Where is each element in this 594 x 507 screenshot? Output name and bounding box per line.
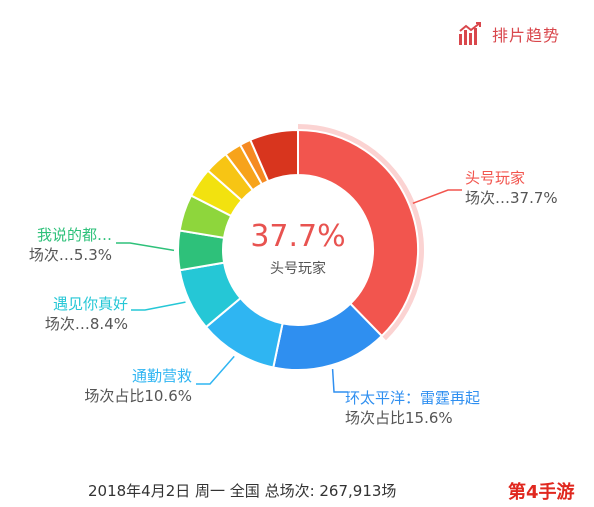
slice-label-name: 我说的都… <box>36 226 112 244</box>
slice-label-4: 遇见你真好 场次…8.4% <box>45 294 128 334</box>
slice-label-3: 通勤营救 场次占比10.6% <box>84 366 192 406</box>
slice-label-name: 环太平洋：雷霆再起 <box>345 389 481 407</box>
slice-label-5: 我说的都… 场次…5.3% <box>29 225 112 265</box>
slice-label-share: 场次…37.7% <box>465 189 558 207</box>
donut-slice-11[interactable] <box>249 128 299 183</box>
slice-label-1: 头号玩家 场次…37.7% <box>465 168 558 208</box>
watermark: 第4手游 <box>508 482 575 503</box>
slice-label-2: 环太平洋：雷霆再起 场次占比15.6% <box>345 388 480 428</box>
leader-line-4 <box>131 301 186 311</box>
slice-label-share: 场次…8.4% <box>44 315 128 333</box>
trend-chart-icon <box>459 22 481 45</box>
brand-logo: 排片趋势 <box>458 22 560 46</box>
footer-summary: 2018年4月2日 周一 全国 总场次: 267,913场 <box>88 482 397 500</box>
leader-line-5 <box>116 242 175 252</box>
slice-label-name: 头号玩家 <box>465 169 526 187</box>
donut-slice-1[interactable] <box>297 128 419 338</box>
slice-label-share: 场次占比10.6% <box>84 387 192 405</box>
brand-text: 排片趋势 <box>492 26 561 45</box>
slice-label-name: 通勤营救 <box>131 367 192 385</box>
slice-label-name: 遇见你真好 <box>52 295 128 313</box>
leader-line-1 <box>412 189 462 204</box>
center-title: 头号玩家 <box>270 261 326 277</box>
slice-label-share: 场次占比15.6% <box>345 409 453 427</box>
leader-line-2 <box>331 369 348 393</box>
center-percentage: 37.7% <box>250 219 346 254</box>
leader-line-3 <box>196 355 235 385</box>
slice-label-share: 场次…5.3% <box>28 246 112 264</box>
